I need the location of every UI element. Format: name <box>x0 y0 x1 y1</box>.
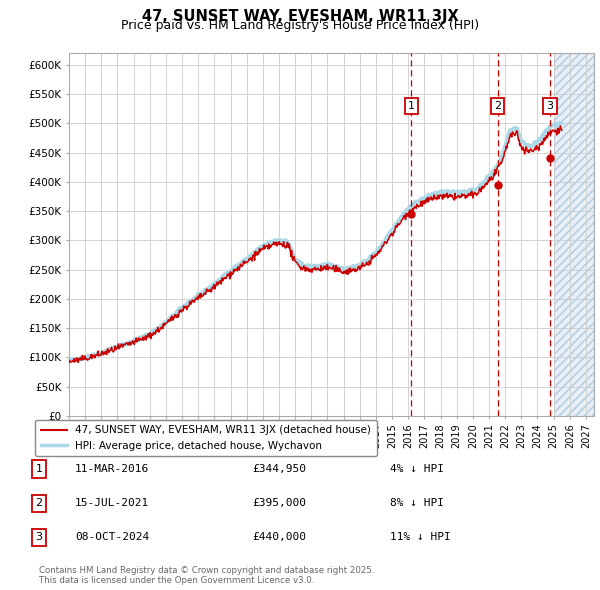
Text: 47, SUNSET WAY, EVESHAM, WR11 3JX: 47, SUNSET WAY, EVESHAM, WR11 3JX <box>142 9 458 24</box>
Text: £344,950: £344,950 <box>252 464 306 474</box>
Text: 11% ↓ HPI: 11% ↓ HPI <box>390 533 451 542</box>
Text: £395,000: £395,000 <box>252 499 306 508</box>
Text: 11-MAR-2016: 11-MAR-2016 <box>75 464 149 474</box>
Text: 1: 1 <box>35 464 43 474</box>
Bar <box>554 53 594 416</box>
Text: Price paid vs. HM Land Registry's House Price Index (HPI): Price paid vs. HM Land Registry's House … <box>121 19 479 32</box>
Text: 8% ↓ HPI: 8% ↓ HPI <box>390 499 444 508</box>
Text: 2: 2 <box>494 101 501 111</box>
Text: 1: 1 <box>408 101 415 111</box>
Legend: 47, SUNSET WAY, EVESHAM, WR11 3JX (detached house), HPI: Average price, detached: 47, SUNSET WAY, EVESHAM, WR11 3JX (detac… <box>35 419 377 457</box>
Text: 3: 3 <box>547 101 553 111</box>
Bar <box>554 53 594 416</box>
Text: 2: 2 <box>35 499 43 508</box>
Text: 08-OCT-2024: 08-OCT-2024 <box>75 533 149 542</box>
Text: 3: 3 <box>35 533 43 542</box>
Text: 4% ↓ HPI: 4% ↓ HPI <box>390 464 444 474</box>
Text: £440,000: £440,000 <box>252 533 306 542</box>
Text: 15-JUL-2021: 15-JUL-2021 <box>75 499 149 508</box>
Text: Contains HM Land Registry data © Crown copyright and database right 2025.
This d: Contains HM Land Registry data © Crown c… <box>39 566 374 585</box>
